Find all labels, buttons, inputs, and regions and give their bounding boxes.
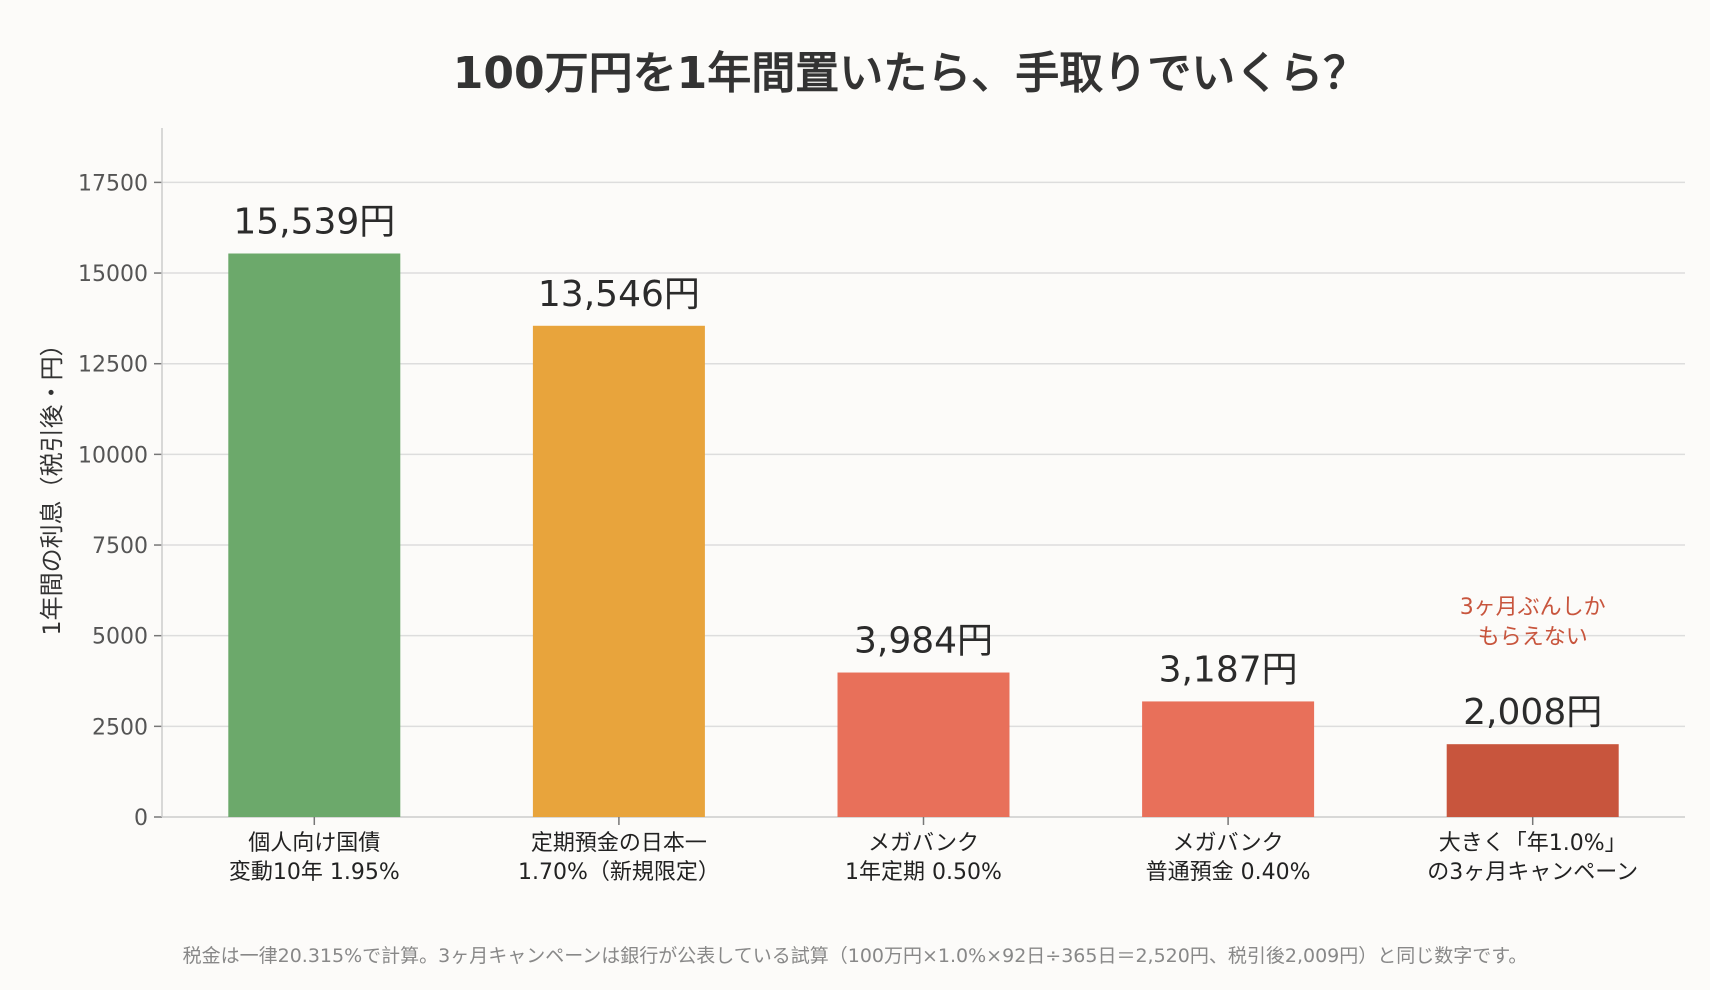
- y-tick-label: 2500: [92, 715, 148, 740]
- y-tick-label: 15000: [78, 262, 148, 287]
- x-tick-label: 1.70%（新規限定）: [518, 860, 720, 885]
- bar-value-label: 13,546円: [538, 274, 700, 315]
- bar: [1446, 744, 1619, 817]
- y-axis-label: 1年間の利息（税引後・円）: [38, 332, 66, 635]
- x-tick-label: の3ヶ月キャンペーン: [1427, 860, 1638, 885]
- bar: [228, 253, 401, 818]
- footnote: 税金は一律20.315%で計算。3ヶ月キャンペーンは銀行が公表している試算（10…: [183, 945, 1528, 967]
- bar: [837, 672, 1010, 817]
- bar-value-label: 3,984円: [854, 621, 993, 662]
- bar-value-label: 15,539円: [233, 202, 395, 243]
- x-tick-label: メガバンク: [1173, 831, 1284, 856]
- x-tick-label: 普通預金 0.40%: [1146, 860, 1311, 885]
- bar-value-label: 2,008円: [1463, 692, 1602, 733]
- y-tick-label: 5000: [92, 625, 148, 650]
- y-tick-label: 10000: [78, 443, 148, 468]
- x-tick-label: 大きく「年1.0%」: [1439, 831, 1627, 856]
- x-tick-label: 個人向け国債: [248, 831, 380, 856]
- y-tick-label: 7500: [92, 534, 148, 559]
- annotation-text: もらえない: [1478, 625, 1588, 650]
- bars: [228, 253, 1619, 818]
- y-tick-label: 12500: [78, 353, 148, 378]
- chart-title: 100万円を1年間置いたら、手取りでいくら？: [453, 48, 1367, 99]
- grid-lines: [162, 181, 1685, 728]
- y-tick-label: 17500: [78, 171, 148, 196]
- x-tick-label: 変動10年 1.95%: [229, 860, 400, 885]
- axes: 0 2500 5000 7500 10000 12500 15000 17500: [78, 128, 1685, 831]
- bar: [532, 325, 705, 817]
- x-tick-label: 定期預金の日本一: [531, 831, 707, 856]
- x-tick-label: メガバンク: [868, 831, 979, 856]
- x-tick-label: 1年定期 0.50%: [845, 860, 1002, 885]
- y-tick-label: 0: [134, 806, 148, 831]
- annotation-text: 3ヶ月ぶんしか: [1460, 595, 1606, 620]
- bar-value-label: 3,187円: [1159, 649, 1298, 690]
- bar: [1142, 701, 1315, 817]
